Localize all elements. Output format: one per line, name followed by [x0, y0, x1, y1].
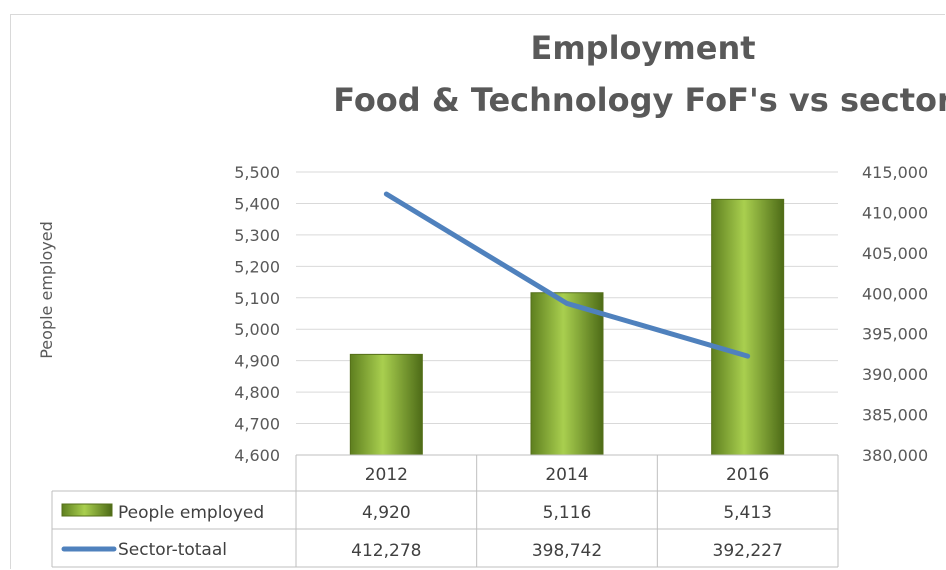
left-tick-label: 4,800 — [234, 383, 280, 402]
legend-label-people-employed: People employed — [118, 503, 264, 523]
bar-series — [349, 198, 785, 456]
right-tick-label: 380,000 — [862, 446, 928, 465]
left-tick-label: 5,400 — [234, 194, 280, 213]
data-label: 4,920 — [362, 503, 411, 523]
right-tick-label: 400,000 — [862, 284, 928, 303]
chart-frame — [10, 14, 945, 569]
bar-people-employed — [530, 292, 604, 456]
bar-people-employed — [711, 198, 785, 456]
right-tick-label: 385,000 — [862, 406, 928, 425]
category-label: 2012 — [365, 465, 408, 485]
chart-subtitle: Food & Technology FoF's vs sector — [333, 81, 946, 119]
right-tick-label: 395,000 — [862, 325, 928, 344]
left-tick-label: 5,100 — [234, 289, 280, 308]
right-tick-label: 410,000 — [862, 203, 928, 222]
category-label: 2014 — [545, 465, 588, 485]
right-tick-label: 405,000 — [862, 244, 928, 263]
data-label: 412,278 — [351, 541, 421, 561]
left-axis-ticks: 4,600 4,700 4,800 4,900 5,000 5,100 5,200 5,300… — [234, 163, 280, 465]
data-label: 5,116 — [543, 503, 592, 523]
data-label: 398,742 — [532, 541, 602, 561]
data-table: 2012 2014 2016 People employed Sector-totaal… — [51, 454, 839, 568]
right-tick-label: 390,000 — [862, 365, 928, 384]
category-label: 2016 — [726, 465, 769, 485]
line-sector-totaal — [383, 191, 751, 359]
left-tick-label: 5,200 — [234, 257, 280, 276]
left-tick-label: 5,000 — [234, 320, 280, 339]
left-tick-label: 4,600 — [234, 446, 280, 465]
left-tick-label: 4,700 — [234, 415, 280, 434]
chart-title: Employment — [530, 29, 755, 67]
left-tick-label: 5,300 — [234, 226, 280, 245]
data-label: 392,227 — [713, 541, 783, 561]
right-axis-ticks: 380,000 385,000 390,000 395,000 400,000 405,0… — [862, 163, 928, 465]
left-tick-label: 4,900 — [234, 352, 280, 371]
data-label: 5,413 — [723, 503, 772, 523]
bar-people-employed — [349, 353, 423, 456]
legend-label-sector-totaal: Sector-totaal — [118, 540, 227, 560]
y-axis-label: People employed — [37, 221, 56, 359]
line-series — [383, 191, 751, 359]
legend-key-people-employed — [61, 503, 113, 517]
left-tick-label: 5,500 — [234, 163, 280, 182]
right-tick-label: 415,000 — [862, 163, 928, 182]
